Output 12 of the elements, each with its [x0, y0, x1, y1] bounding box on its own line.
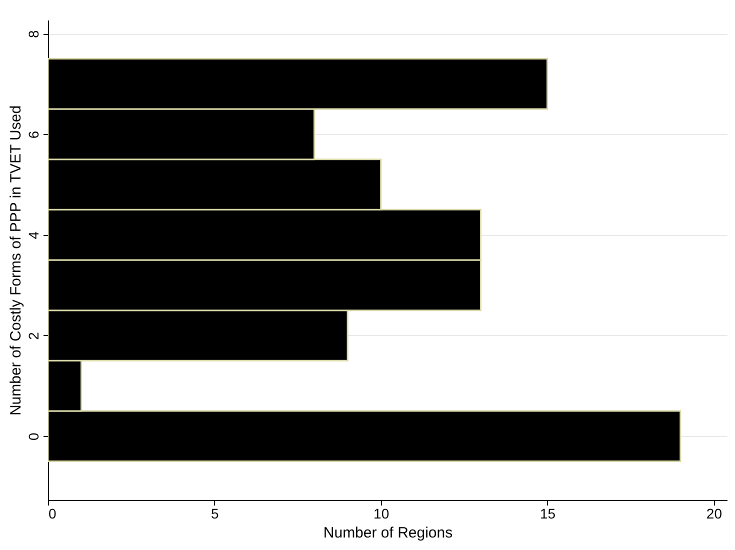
x-tick-label: 15: [540, 506, 556, 522]
x-tick-label: 20: [706, 506, 722, 522]
y-tick-label: 2: [26, 332, 42, 340]
y-tick-label: 0: [26, 432, 42, 440]
y-axis-title: Number of Costly Forms of PPP in TVET Used: [8, 105, 24, 416]
y-tick-label: 6: [26, 130, 42, 139]
x-axis-title: Number of Regions: [323, 524, 453, 542]
y-tick-label: 8: [26, 30, 42, 38]
y-tick-label: 4: [26, 231, 42, 240]
x-tick-label: 5: [211, 506, 220, 522]
x-tick-label: 0: [48, 506, 56, 522]
x-tick-label: 10: [374, 506, 390, 522]
